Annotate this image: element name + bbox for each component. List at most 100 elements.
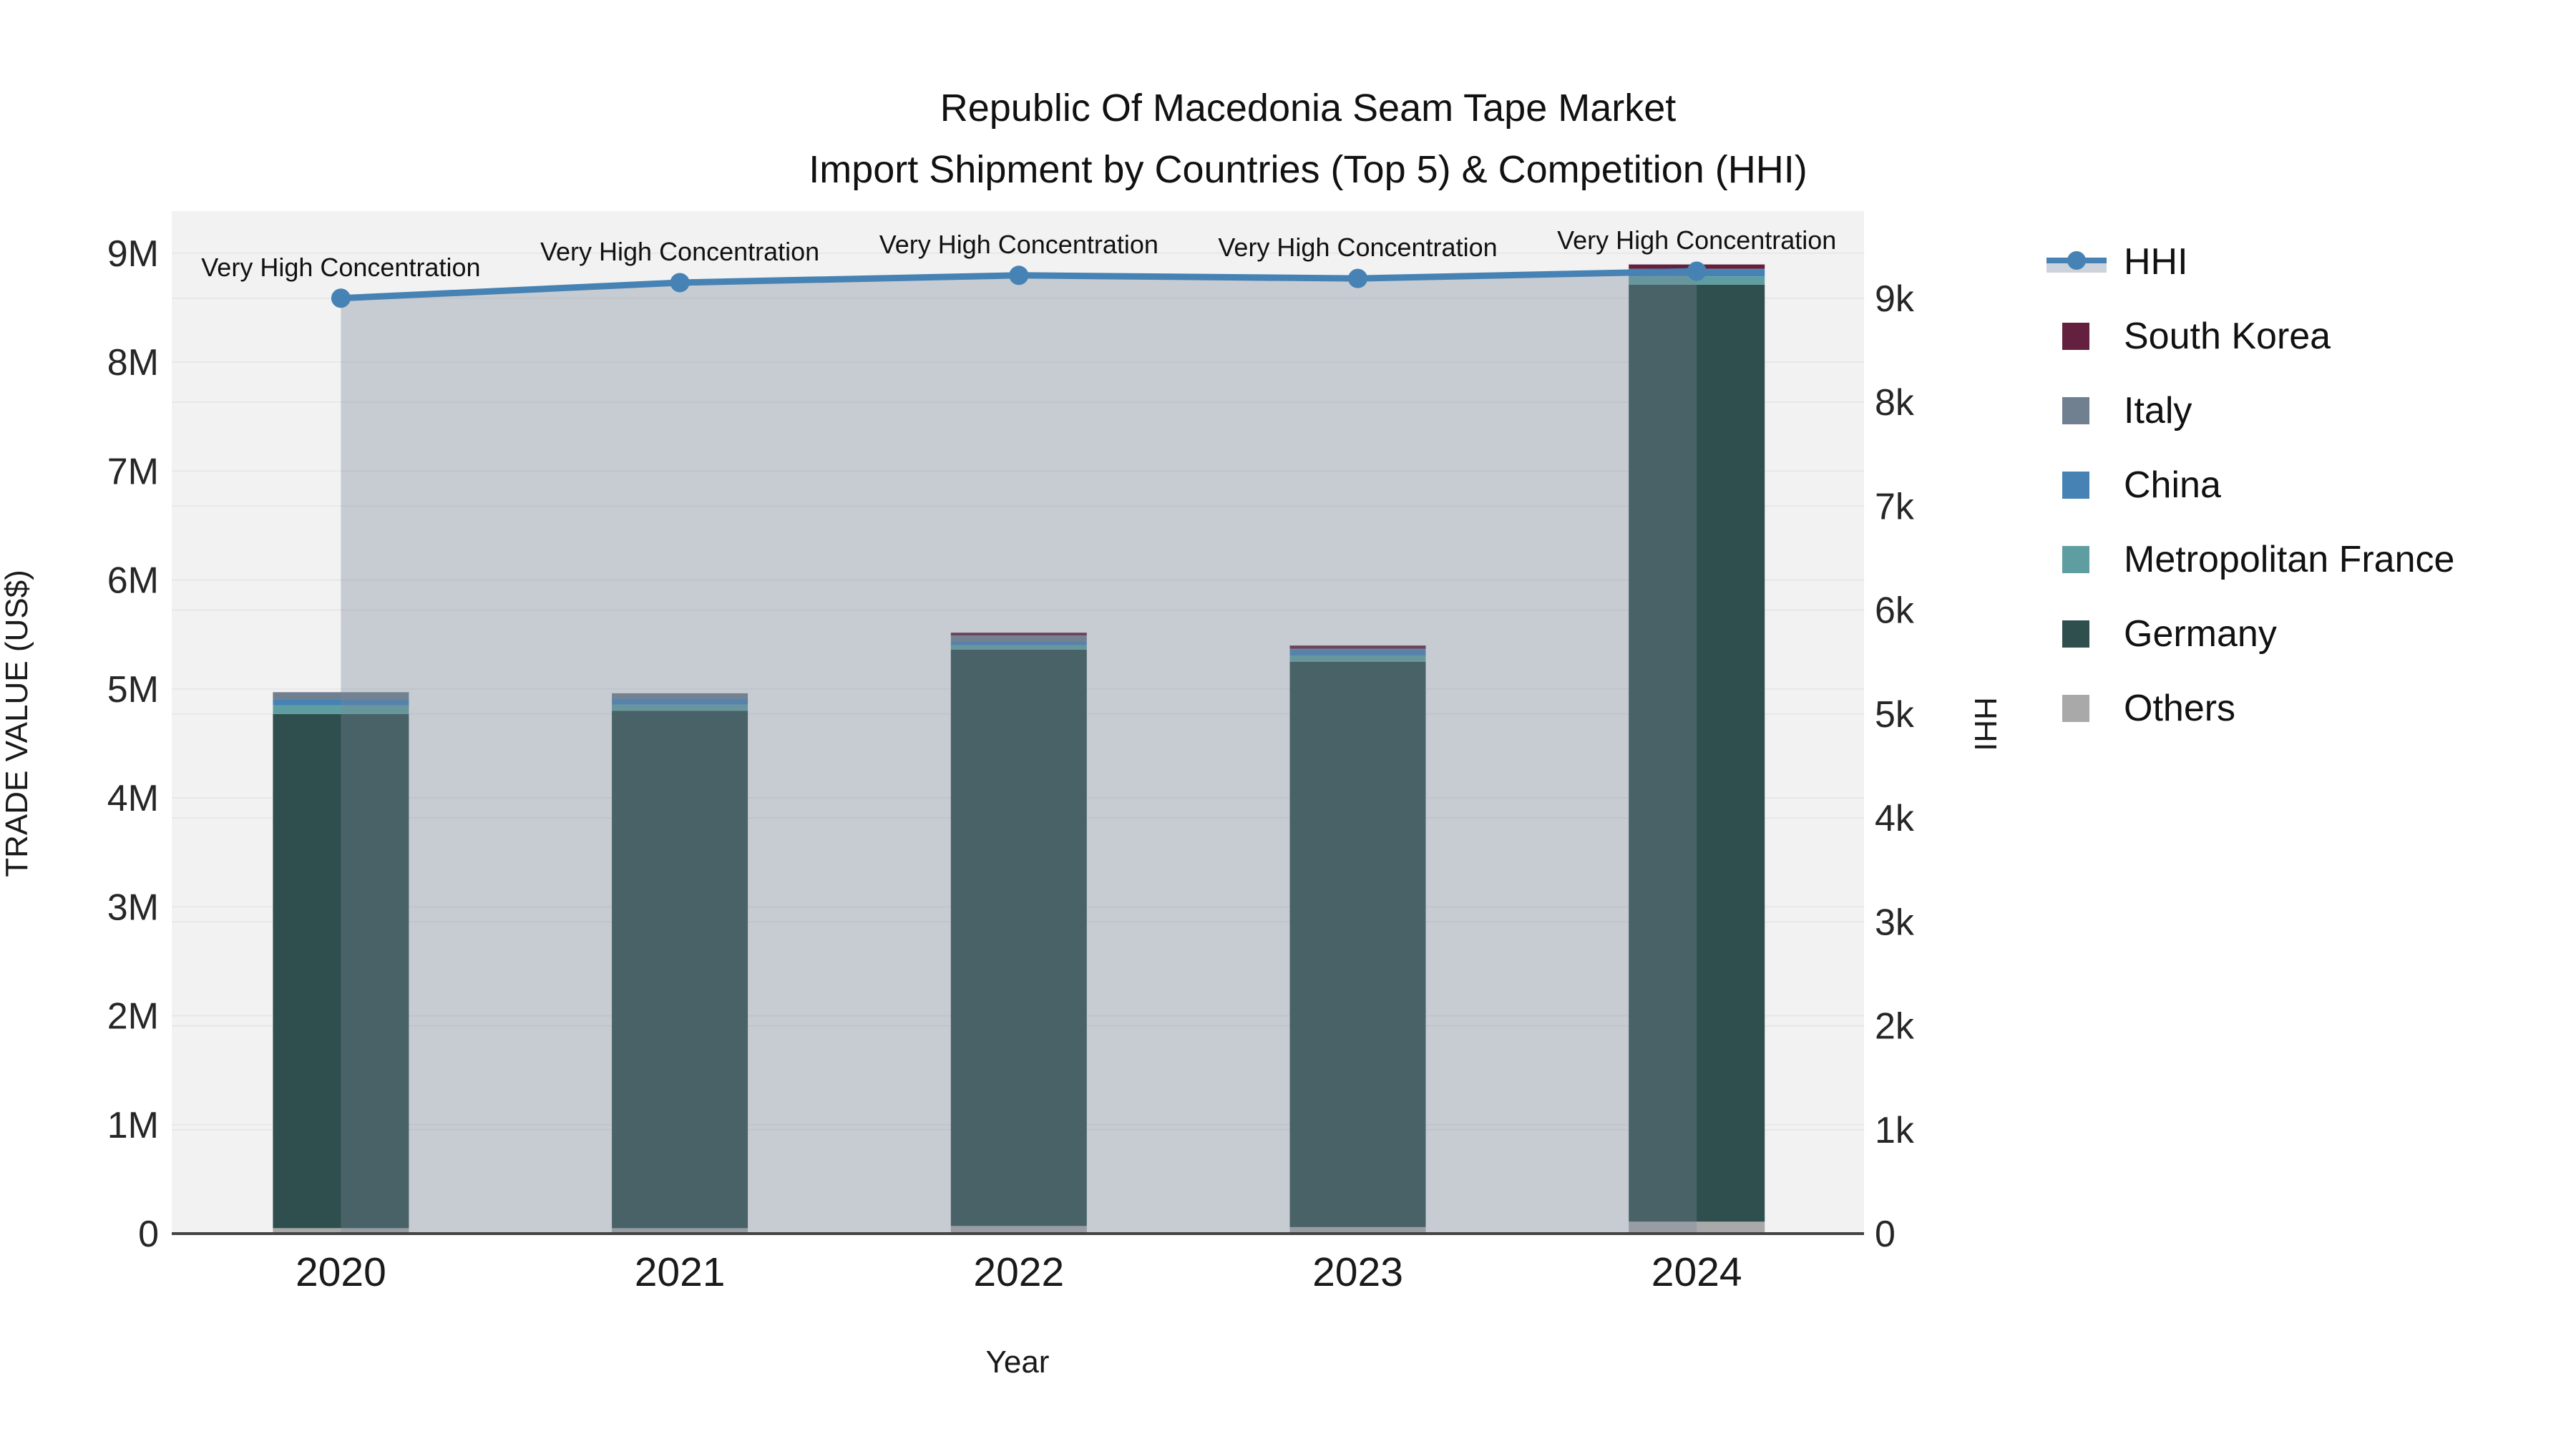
bar-segment-2022-italy[interactable] [950, 635, 1087, 642]
legend-label-china: China [2124, 464, 2221, 506]
legend-item-hhi[interactable]: HHI [2046, 225, 2454, 299]
legend-item-italy[interactable]: Italy [2046, 374, 2454, 448]
legend-item-germany[interactable]: Germany [2046, 597, 2454, 671]
y-right-tick-8k: 8k [1875, 382, 1915, 424]
bar-segment-2021-germany[interactable] [612, 711, 748, 1229]
stacked-bars-layer [273, 264, 1765, 1234]
y-left-tick-4M: 4M [107, 778, 159, 819]
bar-segment-2020-italy[interactable] [273, 692, 409, 700]
bar-segment-2023-italy[interactable] [1289, 648, 1426, 650]
bar-segment-2023-others[interactable] [1289, 1226, 1426, 1234]
germany-swatch-icon [2046, 618, 2107, 650]
y-left-tick-1M: 1M [107, 1105, 159, 1146]
legend-label-others: Others [2124, 688, 2236, 729]
legend-item-china[interactable]: China [2046, 448, 2454, 522]
legend-item-others[interactable]: Others [2046, 671, 2454, 746]
chart-title-line2: Import Shipment by Countries (Top 5) & C… [809, 148, 1807, 191]
annotation-2021: Very High Concentration [540, 237, 819, 266]
annotation-2020: Very High Concentration [201, 253, 480, 282]
color-square [2062, 323, 2089, 350]
x-tick-2020: 2020 [296, 1249, 386, 1295]
x-tick-2022: 2022 [973, 1249, 1064, 1295]
hhi-line-swatch-icon [2046, 246, 2107, 278]
bar-segment-2020-others[interactable] [273, 1228, 409, 1234]
chart-title-line1: Republic Of Macedonia Seam Tape Market [940, 87, 1677, 130]
hhi-area-layer [341, 270, 1697, 1234]
legend-label-germany: Germany [2124, 613, 2277, 655]
hhi-marker-2023[interactable] [1348, 268, 1367, 288]
bar-segment-2024-others[interactable] [1629, 1221, 1765, 1234]
bar-segment-2023-south-korea[interactable] [1289, 645, 1426, 649]
y-left-axis-title: TRADE VALUE (US$) [0, 570, 34, 877]
y-left-tick-8M: 8M [107, 342, 159, 384]
bar-segment-2022-others[interactable] [950, 1226, 1087, 1234]
bar-segment-2020-metropolitan-france[interactable] [273, 705, 409, 714]
x-tick-2024: 2024 [1652, 1249, 1742, 1295]
hhi-marker-2024[interactable] [1687, 261, 1707, 281]
hhi-marker-2022[interactable] [1009, 265, 1029, 286]
y-right-tick-2k: 2k [1875, 1006, 1915, 1048]
bar-segment-2021-others[interactable] [612, 1228, 748, 1234]
legend-label-metropolitan-france: Metropolitan France [2124, 539, 2455, 580]
color-square [2062, 472, 2089, 499]
y-right-tick-0: 0 [1875, 1214, 1896, 1255]
legend-label-south-korea: South Korea [2124, 316, 2331, 357]
hhi-marker-2020[interactable] [331, 288, 351, 308]
bar-segment-2024-germany[interactable] [1629, 284, 1765, 1222]
y-left-tick-2M: 2M [107, 996, 159, 1038]
color-square [2062, 695, 2089, 722]
bar-segment-2021-china[interactable] [612, 698, 748, 705]
chart-title: Republic Of Macedonia Seam Tape Market I… [809, 77, 1807, 200]
others-swatch-icon [2046, 693, 2107, 724]
x-axis-title: Year [986, 1345, 1050, 1380]
y-left-tick-3M: 3M [107, 887, 159, 928]
axis-title-layer: TRADE VALUE (US$) HHI Year [0, 570, 2003, 1380]
y-right-tick-4k: 4k [1875, 798, 1915, 839]
hhi-marker-2021[interactable] [670, 273, 690, 293]
legend: HHI South Korea Italy China Metropolitan Fra… [2046, 225, 2454, 746]
bar-segment-2021-italy[interactable] [612, 693, 748, 699]
y-right-tick-9k: 9k [1875, 278, 1915, 320]
bar-segment-2023-china[interactable] [1289, 649, 1426, 656]
bar-segment-2022-china[interactable] [950, 641, 1087, 645]
south-korea-swatch-icon [2046, 321, 2107, 352]
china-swatch-icon [2046, 469, 2107, 501]
legend-item-metropolitan-france[interactable]: Metropolitan France [2046, 522, 2454, 597]
bar-segment-2022-south-korea[interactable] [950, 633, 1087, 636]
y-right-tick-3k: 3k [1875, 902, 1915, 943]
y-left-tick-6M: 6M [107, 560, 159, 602]
bar-segment-2021-metropolitan-france[interactable] [612, 704, 748, 711]
annotation-layer: Very High Concentration Very High Concent… [201, 225, 1836, 282]
color-square [2062, 546, 2089, 573]
color-square [2062, 397, 2089, 424]
metropolitan-france-swatch-icon [2046, 544, 2107, 575]
color-square [2062, 620, 2089, 648]
bar-segment-2023-metropolitan-france[interactable] [1289, 655, 1426, 662]
y-right-tick-1k: 1k [1875, 1110, 1915, 1151]
annotation-2023: Very High Concentration [1218, 233, 1497, 262]
bar-segment-2023-germany[interactable] [1289, 661, 1426, 1227]
x-tick-2021: 2021 [635, 1249, 726, 1295]
bar-segment-2020-china[interactable] [273, 699, 409, 706]
y-left-tick-9M: 9M [107, 233, 159, 275]
y-left-tick-7M: 7M [107, 451, 159, 492]
y-left-tick-5M: 5M [107, 669, 159, 711]
bar-segment-2022-germany[interactable] [950, 649, 1087, 1226]
hhi-marker-dot [2067, 251, 2086, 270]
y-right-tick-6k: 6k [1875, 590, 1915, 632]
y-left-tick-0: 0 [138, 1214, 159, 1255]
hhi-area-fill [341, 270, 1697, 1234]
bar-segment-2020-germany[interactable] [273, 713, 409, 1229]
y-right-axis-title: HHI [1968, 697, 2003, 751]
x-tick-2023: 2023 [1312, 1249, 1403, 1295]
bar-segment-2022-metropolitan-france[interactable] [950, 645, 1087, 650]
annotation-2022: Very High Concentration [879, 230, 1158, 259]
y-right-tick-7k: 7k [1875, 486, 1915, 527]
italy-swatch-icon [2046, 395, 2107, 426]
annotation-2024: Very High Concentration [1557, 225, 1836, 255]
legend-label-hhi: HHI [2124, 241, 2188, 283]
legend-item-south-korea[interactable]: South Korea [2046, 299, 2454, 374]
hhi-line-layer [331, 261, 1707, 308]
